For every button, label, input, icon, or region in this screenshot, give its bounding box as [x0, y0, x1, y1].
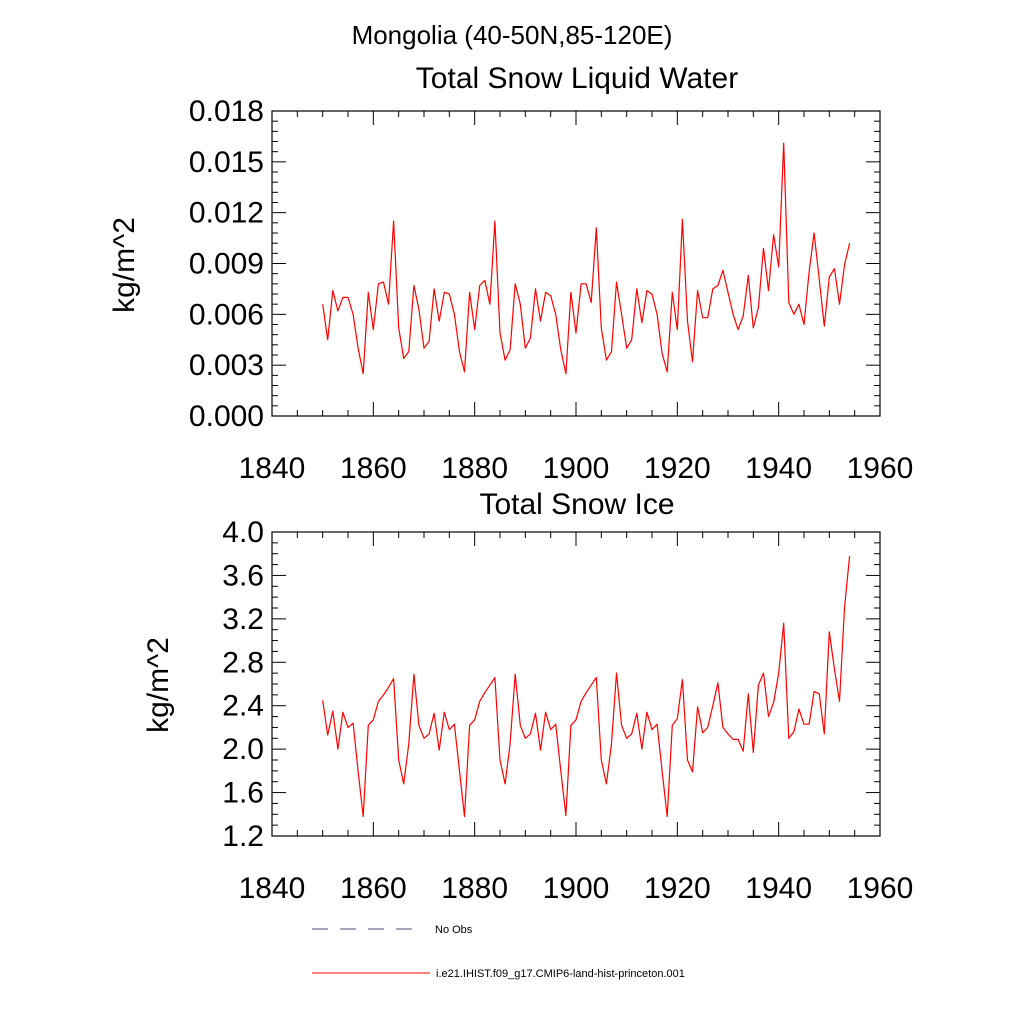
- y-tick-label: 0.018: [189, 95, 264, 128]
- panel-1-ylabel: kg/m^2: [108, 217, 141, 313]
- y-tick-label: 0.000: [189, 400, 264, 433]
- x-tick-label: 1960: [847, 452, 914, 485]
- y-tick-label: 0.012: [189, 197, 264, 230]
- legend: No Obs i.e21.IHIST.f09_g17.CMIP6-land-hi…: [312, 924, 685, 980]
- page-title: Mongolia (40-50N,85-120E): [352, 20, 673, 50]
- x-tick-label: 1920: [644, 872, 711, 905]
- x-tick-label: 1960: [847, 872, 914, 905]
- x-tick-label: 1860: [340, 872, 407, 905]
- series-line-1-1: [322, 142, 851, 375]
- x-tick-label: 1940: [745, 452, 812, 485]
- y-tick-label: 3.2: [222, 603, 264, 636]
- y-tick-label: 3.6: [222, 559, 264, 592]
- panel-1: Total Snow Liquid Water kg/m^2 1840 1860 1…: [108, 62, 913, 485]
- panel-1-axes: 1840 1860 1880 1900 1920 1940 1960 0.000 0.003 0.…: [189, 95, 913, 485]
- panel-2: Total Snow Ice kg/m^2 1840 1860 1880 1900 19…: [142, 488, 913, 905]
- y-tick-label: 2.4: [222, 690, 264, 723]
- y-tick-label: 2.0: [222, 733, 264, 766]
- legend-label-no-obs: No Obs: [435, 924, 473, 936]
- panel-1-title: Total Snow Liquid Water: [416, 62, 738, 95]
- y-tick-label: 1.6: [222, 777, 264, 810]
- x-tick-label: 1900: [543, 872, 610, 905]
- y-tick-label: 4.0: [222, 516, 264, 549]
- series-line-2-1: [322, 555, 851, 818]
- y-tick-label: 2.8: [222, 646, 264, 679]
- x-tick-label: 1880: [441, 872, 508, 905]
- y-tick-label: 0.006: [189, 298, 264, 331]
- x-tick-label: 1880: [441, 452, 508, 485]
- x-tick-label: 1860: [340, 452, 407, 485]
- panel-2-axes: 1840 1860 1880 1900 1920 1940 1960 1.2 1.6 2.0 2.4…: [222, 516, 913, 905]
- x-tick-label: 1900: [543, 452, 610, 485]
- plot-frame: [271, 531, 881, 837]
- y-tick-label: 0.003: [189, 349, 264, 382]
- x-tick-label: 1940: [745, 872, 812, 905]
- y-tick-label: 1.2: [222, 820, 264, 853]
- x-tick-label: 1840: [239, 872, 306, 905]
- y-tick-label: 0.015: [189, 146, 264, 179]
- legend-label-model: i.e21.IHIST.f09_g17.CMIP6-land-hist-prin…: [436, 968, 685, 980]
- x-tick-label: 1840: [239, 452, 306, 485]
- panel-2-title: Total Snow Ice: [479, 488, 674, 521]
- x-tick-label: 1920: [644, 452, 711, 485]
- panel-2-ylabel: kg/m^2: [142, 637, 175, 733]
- y-tick-label: 0.009: [189, 248, 264, 281]
